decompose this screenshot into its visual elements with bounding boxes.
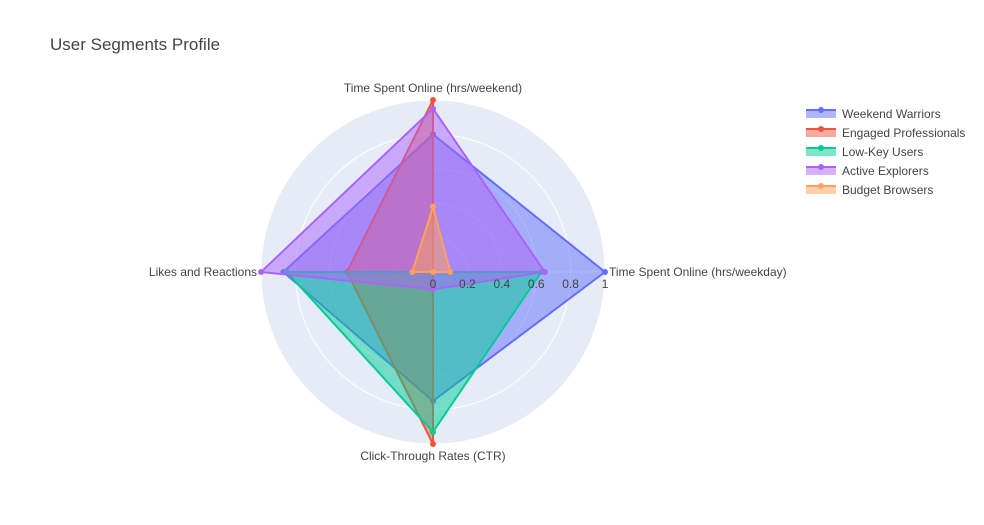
radial-tick-label: 0.2: [459, 277, 476, 291]
legend: Weekend Warriors Engaged Professionals Low…: [806, 107, 965, 197]
legend-label: Weekend Warriors: [842, 107, 941, 121]
radial-tick-label: 0: [430, 277, 437, 291]
data-point: [258, 269, 264, 275]
legend-item[interactable]: Weekend Warriors: [806, 107, 941, 121]
legend-swatch: [806, 110, 836, 118]
legend-marker: [818, 145, 824, 151]
legend-marker: [818, 164, 824, 170]
legend-swatch: [806, 129, 836, 137]
legend-item[interactable]: Engaged Professionals: [806, 126, 965, 140]
axis-labels: Time Spent Online (hrs/weekday) Time Spen…: [149, 81, 787, 463]
data-point: [430, 428, 436, 435]
radial-tick-label: 0.8: [562, 277, 579, 291]
radial-tick-label: 0.6: [528, 277, 545, 291]
legend-marker: [818, 126, 824, 132]
angular-axis-label: Time Spent Online (hrs/weekend): [344, 81, 522, 95]
legend-item[interactable]: Active Explorers: [806, 164, 929, 178]
data-point: [447, 269, 454, 275]
series-layer: [258, 97, 608, 447]
chart-title: User Segments Profile: [50, 35, 220, 54]
series-budget-browsers: [409, 203, 454, 275]
legend-swatch: [806, 167, 836, 175]
data-point: [409, 269, 416, 275]
radial-ticks: 0 0.2 0.4 0.6 0.8 1: [430, 277, 609, 291]
data-point: [430, 269, 436, 275]
legend-label: Budget Browsers: [842, 183, 933, 197]
legend-item[interactable]: Low-Key Users: [806, 145, 923, 159]
data-point: [430, 105, 436, 112]
data-point: [430, 97, 436, 103]
legend-label: Engaged Professionals: [842, 126, 965, 140]
data-point: [430, 203, 436, 210]
data-point: [602, 269, 608, 275]
angular-axis-label: Click-Through Rates (CTR): [360, 449, 505, 463]
legend-item[interactable]: Budget Browsers: [806, 183, 933, 197]
legend-marker: [818, 107, 824, 113]
data-point: [430, 286, 436, 293]
data-point: [430, 441, 436, 447]
radial-tick-label: 1: [602, 277, 609, 291]
legend-swatch: [806, 148, 836, 156]
legend-marker: [818, 183, 824, 189]
legend-label: Low-Key Users: [842, 145, 923, 159]
angular-axis-label: Likes and Reactions: [149, 265, 257, 279]
radial-tick-label: 0.4: [493, 277, 510, 291]
data-point: [541, 269, 548, 275]
angular-axis-label: Time Spent Online (hrs/weekday): [609, 265, 787, 279]
legend-swatch: [806, 186, 836, 194]
legend-label: Active Explorers: [842, 164, 929, 178]
series-active-explorers: [258, 105, 548, 293]
